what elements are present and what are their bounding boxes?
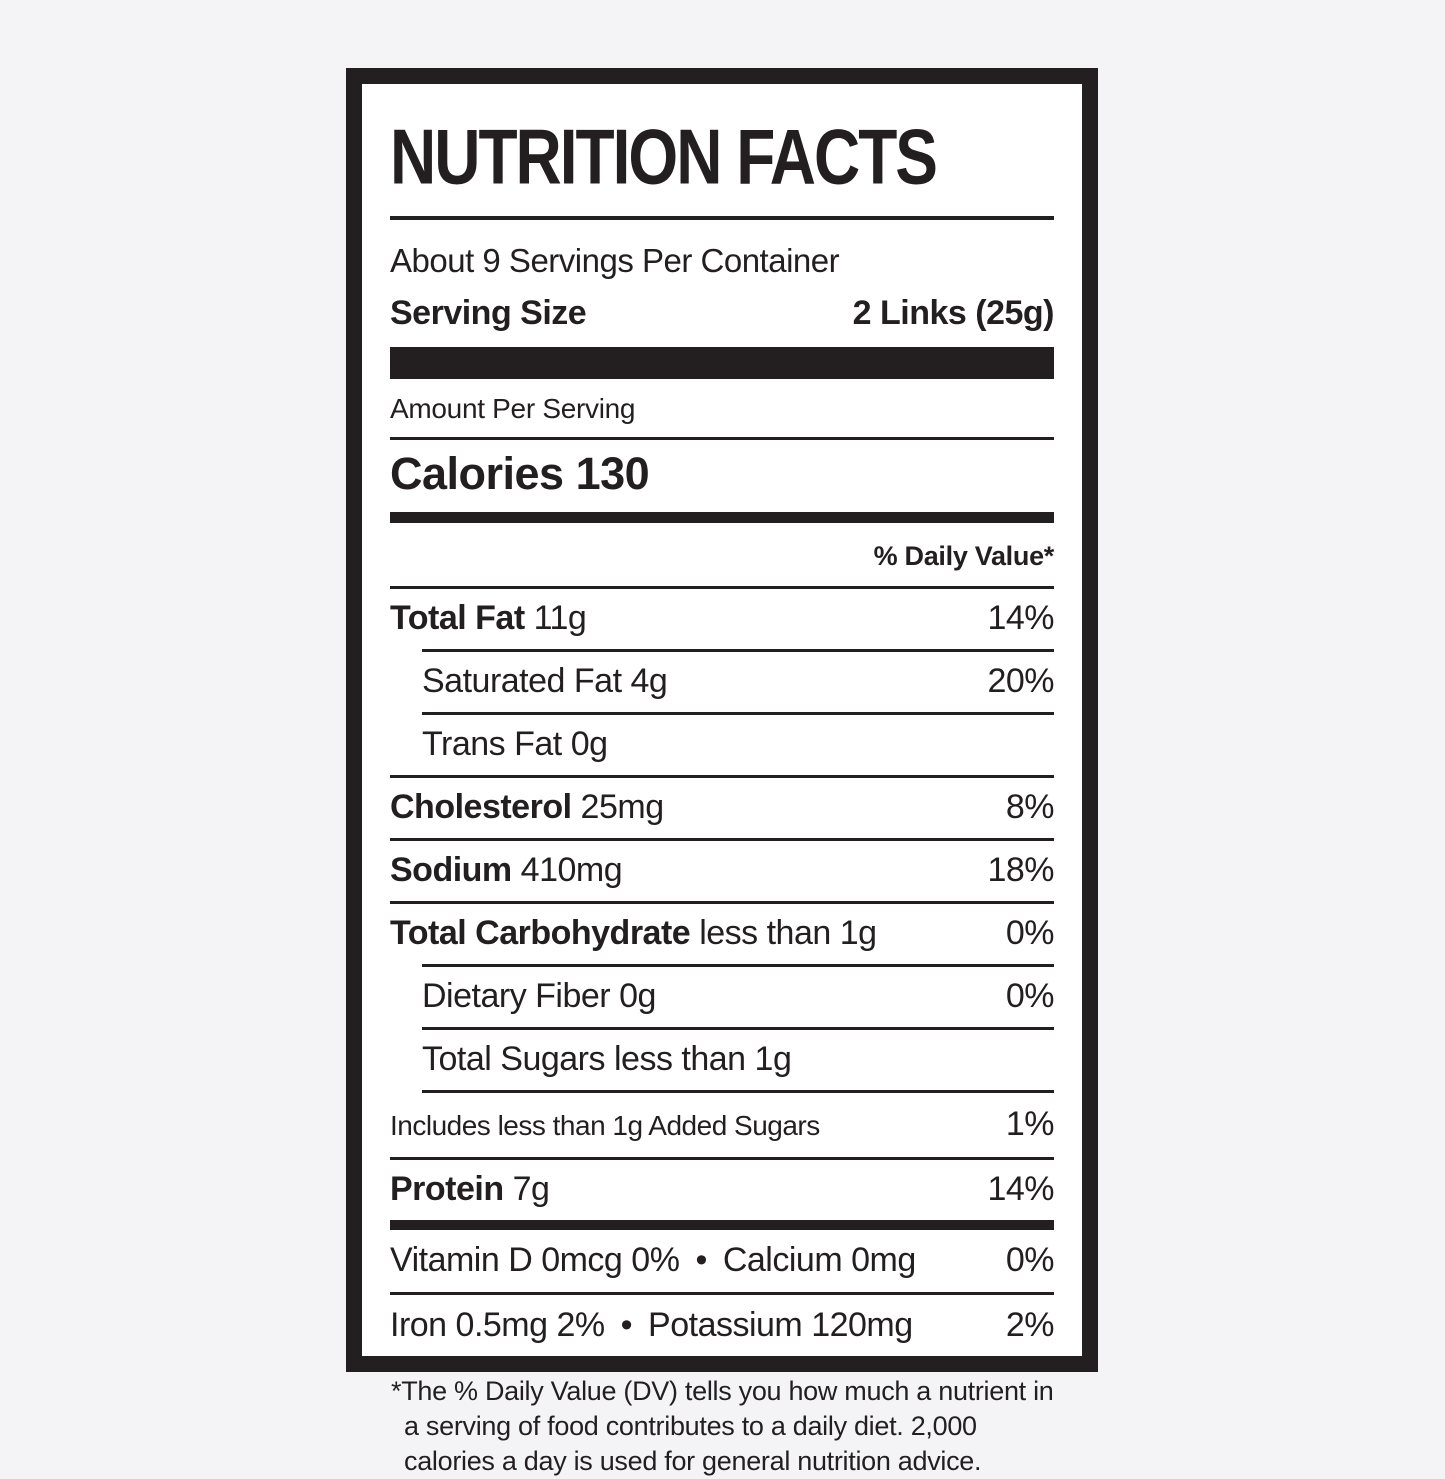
servings-per-container: About 9 Servings Per Container bbox=[390, 242, 840, 279]
nutrient-row-protein: Protein 7g 14% bbox=[390, 1160, 1054, 1220]
nutrient-row-added-sugars: Includes less than 1g Added Sugars 1% bbox=[390, 1093, 1055, 1157]
micronutrient-left: Vitamin D 0mcg 0% bbox=[390, 1241, 680, 1279]
divider bbox=[390, 1357, 1054, 1360]
nutrient-daily-value: 14% bbox=[987, 599, 1054, 637]
serving-size-row: Serving Size 2 Links (25g) bbox=[390, 294, 1055, 333]
nutrient-name: Protein bbox=[390, 1170, 504, 1208]
nutrient-daily-value: 0% bbox=[1005, 914, 1055, 952]
nutrient-name: Total Fat bbox=[390, 599, 525, 637]
nutrient-daily-value: 14% bbox=[987, 1170, 1054, 1208]
nutrient-row-sodium: Sodium 410mg 18% bbox=[390, 841, 1054, 901]
calories-value: 130 bbox=[575, 448, 650, 499]
micronutrient-row-vitamin-d-calcium: Vitamin D 0mcg 0% • Calcium 0mg 0% bbox=[390, 1230, 1055, 1292]
bullet-separator: • bbox=[620, 1306, 633, 1344]
divider bbox=[390, 586, 1054, 589]
nutrient-name: Saturated Fat bbox=[422, 662, 622, 700]
calories-label: Calories bbox=[390, 448, 564, 499]
micronutrient-left: Iron 0.5mg 2% bbox=[390, 1306, 605, 1344]
medium-separator-bar bbox=[390, 512, 1054, 523]
nutrient-name: Total Sugars bbox=[422, 1040, 606, 1078]
amount-per-serving: Amount Per Serving bbox=[390, 393, 636, 424]
nutrient-amount: 0g bbox=[619, 977, 656, 1015]
divider-indented bbox=[422, 964, 1054, 967]
divider bbox=[390, 901, 1054, 904]
calories-row: Calories 130 bbox=[390, 440, 1054, 512]
nutrient-amount: 4g bbox=[630, 662, 668, 700]
divider bbox=[390, 1157, 1054, 1160]
nutrient-amount: less than 1g bbox=[699, 914, 877, 952]
divider-indented bbox=[422, 712, 1054, 715]
divider bbox=[390, 838, 1054, 841]
nutrition-facts-label: NUTRITION FACTS About 9 Servings Per Con… bbox=[346, 68, 1098, 1476]
divider bbox=[390, 775, 1054, 778]
thick-separator-bar bbox=[390, 347, 1054, 379]
nutrient-daily-value: 8% bbox=[1005, 788, 1055, 826]
serving-size-value: 2 Links (25g) bbox=[852, 294, 1055, 332]
nutrient-name: Includes less than 1g Added Sugars bbox=[390, 1110, 820, 1141]
nutrient-name: Dietary Fiber bbox=[422, 977, 611, 1015]
divider-indented bbox=[422, 649, 1054, 652]
micronutrient-mid: Calcium 0mg bbox=[722, 1241, 916, 1279]
nutrient-row-total-sugars: Total Sugars less than 1g bbox=[390, 1030, 1054, 1090]
nutrient-name: Sodium bbox=[390, 851, 512, 889]
nutrient-name: Trans Fat bbox=[422, 725, 562, 763]
nutrient-row-cholesterol: Cholesterol 25mg 8% bbox=[390, 778, 1055, 838]
nutrient-daily-value: 20% bbox=[987, 662, 1054, 700]
nutrient-daily-value: 1% bbox=[1005, 1105, 1055, 1143]
nutrient-daily-value: 0% bbox=[1005, 977, 1055, 1015]
serving-size-label: Serving Size bbox=[390, 294, 587, 332]
nutrient-row-trans-fat: Trans Fat 0g bbox=[390, 715, 1054, 775]
nutrient-amount: 410mg bbox=[520, 851, 623, 889]
title-divider bbox=[390, 216, 1054, 220]
nutrient-amount: 11g bbox=[533, 599, 587, 637]
micronutrient-right: 0% bbox=[1005, 1241, 1055, 1279]
nutrient-amount: 0g bbox=[570, 725, 608, 763]
nutrient-amount: 7g bbox=[512, 1170, 550, 1208]
nutrient-name: Cholesterol bbox=[390, 788, 572, 826]
bullet-separator: • bbox=[695, 1241, 707, 1279]
nutrient-amount: less than 1g bbox=[614, 1040, 792, 1078]
daily-value-header: % Daily Value* bbox=[873, 541, 1055, 571]
divider-indented bbox=[422, 1027, 1054, 1030]
micronutrient-mid: Potassium 120mg bbox=[648, 1306, 913, 1344]
daily-value-footnote: *The % Daily Value (DV) tells you how mu… bbox=[391, 1376, 1054, 1477]
micronutrient-right: 2% bbox=[1005, 1306, 1055, 1344]
nutrient-amount: 25mg bbox=[580, 788, 665, 826]
thick-separator-bar bbox=[390, 1220, 1054, 1230]
divider bbox=[390, 1292, 1054, 1295]
nutrient-name: Total Carbohydrate bbox=[390, 914, 691, 952]
nutrient-row-total-carbohydrate: Total Carbohydrate less than 1g 0% bbox=[390, 904, 1055, 964]
nutrient-row-dietary-fiber: Dietary Fiber 0g 0% bbox=[390, 967, 1055, 1027]
nutrient-daily-value: 18% bbox=[987, 851, 1054, 889]
divider-indented bbox=[422, 1090, 1054, 1093]
micronutrient-row-iron-potassium: Iron 0.5mg 2% • Potassium 120mg 2% bbox=[390, 1295, 1055, 1357]
divider bbox=[390, 437, 1054, 440]
nutrient-row-total-fat: Total Fat 11g 14% bbox=[390, 589, 1054, 649]
label-title: NUTRITION FACTS bbox=[390, 112, 938, 201]
nutrient-row-saturated-fat: Saturated Fat 4g 20% bbox=[390, 652, 1054, 712]
